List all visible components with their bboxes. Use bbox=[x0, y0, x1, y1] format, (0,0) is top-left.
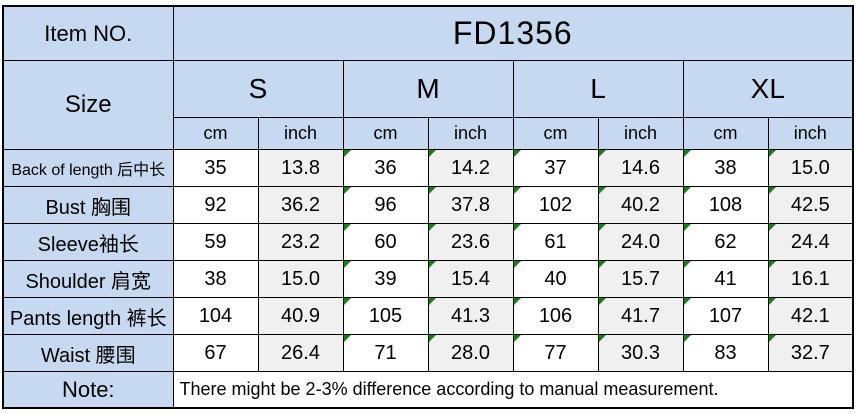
value-cell: 96 bbox=[342, 186, 429, 224]
value-cell: 42.1 bbox=[767, 297, 854, 335]
unit-header-cell: cm bbox=[342, 117, 429, 150]
row-label-cell: Shoulder 肩宽 bbox=[2, 260, 174, 298]
value-cell: 28.0 bbox=[427, 334, 514, 372]
unit-header-cell: inch bbox=[257, 117, 344, 150]
value-cell: 42.5 bbox=[767, 186, 854, 224]
size-header-row: Size S M L XL bbox=[2, 60, 854, 150]
unit-header-cell: cm bbox=[682, 117, 769, 150]
value-cell: 77 bbox=[512, 334, 599, 372]
item-no-value-cell: FD1356 bbox=[172, 5, 854, 61]
row-label-cell: Waist 腰围 bbox=[2, 334, 174, 372]
value-cell: 23.6 bbox=[427, 223, 514, 261]
value-cell: 35 bbox=[172, 149, 259, 187]
value-cell: 107 bbox=[682, 297, 769, 335]
row-label-cell: Pants length 裤长 bbox=[2, 297, 174, 335]
value-cell: 62 bbox=[682, 223, 769, 261]
row-label-cell: Bust 胸围 bbox=[2, 186, 174, 224]
unit-header-cell: cm bbox=[512, 117, 599, 150]
note-text-cell: There might be 2-3% difference according… bbox=[172, 371, 854, 409]
value-cell: 59 bbox=[172, 223, 259, 261]
value-cell: 71 bbox=[342, 334, 429, 372]
size-header-cell-s: S bbox=[172, 60, 344, 118]
value-cell: 61 bbox=[512, 223, 599, 261]
size-chart-table: Item NO. FD1356 Size S M L XL cm inch cm… bbox=[2, 5, 855, 409]
value-cell: 41.7 bbox=[597, 297, 684, 335]
unit-header-cell: inch bbox=[767, 117, 854, 150]
value-cell: 36.2 bbox=[257, 186, 344, 224]
table-row-shoulder: Shoulder 肩宽 38 15.0 39 15.4 40 15.7 41 1… bbox=[2, 260, 854, 298]
table-row-sleeve: Sleeve袖长 59 23.2 60 23.6 61 24.0 62 24.4 bbox=[2, 223, 854, 261]
value-cell: 16.1 bbox=[767, 260, 854, 298]
value-cell: 14.6 bbox=[597, 149, 684, 187]
value-cell: 30.3 bbox=[597, 334, 684, 372]
unit-header-cell: cm bbox=[172, 117, 259, 150]
value-cell: 106 bbox=[512, 297, 599, 335]
value-cell: 41.3 bbox=[427, 297, 514, 335]
value-cell: 14.2 bbox=[427, 149, 514, 187]
size-header-cell-m: M bbox=[342, 60, 514, 118]
value-cell: 40.9 bbox=[257, 297, 344, 335]
table-row-pants-length: Pants length 裤长 104 40.9 105 41.3 106 41… bbox=[2, 297, 854, 335]
value-cell: 102 bbox=[512, 186, 599, 224]
value-cell: 83 bbox=[682, 334, 769, 372]
table-row-bust: Bust 胸围 92 36.2 96 37.8 102 40.2 108 42.… bbox=[2, 186, 854, 224]
value-cell: 15.4 bbox=[427, 260, 514, 298]
unit-header-cell: inch bbox=[597, 117, 684, 150]
size-header-cell-xl: XL bbox=[682, 60, 854, 118]
unit-header-row: cm inch cm inch cm inch cm inch bbox=[3, 117, 854, 150]
value-cell: 15.0 bbox=[257, 260, 344, 298]
value-cell: 104 bbox=[172, 297, 259, 335]
value-cell: 13.8 bbox=[257, 149, 344, 187]
value-cell: 60 bbox=[342, 223, 429, 261]
value-cell: 38 bbox=[682, 149, 769, 187]
value-cell: 92 bbox=[172, 186, 259, 224]
value-cell: 105 bbox=[342, 297, 429, 335]
value-cell: 32.7 bbox=[767, 334, 854, 372]
value-cell: 37 bbox=[512, 149, 599, 187]
value-cell: 24.0 bbox=[597, 223, 684, 261]
size-header-cell-l: L bbox=[512, 60, 684, 118]
value-cell: 40 bbox=[512, 260, 599, 298]
note-label-cell: Note: bbox=[2, 371, 174, 409]
value-cell: 67 bbox=[172, 334, 259, 372]
value-cell: 37.8 bbox=[427, 186, 514, 224]
item-no-label-cell: Item NO. bbox=[2, 5, 174, 61]
value-cell: 36 bbox=[342, 149, 429, 187]
row-label-cell: Back of length 后中长 bbox=[2, 149, 174, 187]
table-row-waist: Waist 腰围 67 26.4 71 28.0 77 30.3 83 32.7 bbox=[2, 334, 854, 372]
row-label-cell: Sleeve袖长 bbox=[2, 223, 174, 261]
value-cell: 38 bbox=[172, 260, 259, 298]
value-cell: 15.7 bbox=[597, 260, 684, 298]
value-cell: 23.2 bbox=[257, 223, 344, 261]
value-cell: 15.0 bbox=[767, 149, 854, 187]
value-cell: 108 bbox=[682, 186, 769, 224]
value-cell: 26.4 bbox=[257, 334, 344, 372]
value-cell: 41 bbox=[682, 260, 769, 298]
value-cell: 39 bbox=[342, 260, 429, 298]
item-no-row: Item NO. FD1356 bbox=[2, 5, 854, 61]
table-row-back-of-length: Back of length 后中长 35 13.8 36 14.2 37 14… bbox=[2, 149, 854, 187]
value-cell: 24.4 bbox=[767, 223, 854, 261]
size-label-cell: Size bbox=[2, 60, 174, 150]
note-row: Note: There might be 2-3% difference acc… bbox=[2, 371, 854, 409]
value-cell: 40.2 bbox=[597, 186, 684, 224]
unit-header-cell: inch bbox=[427, 117, 514, 150]
